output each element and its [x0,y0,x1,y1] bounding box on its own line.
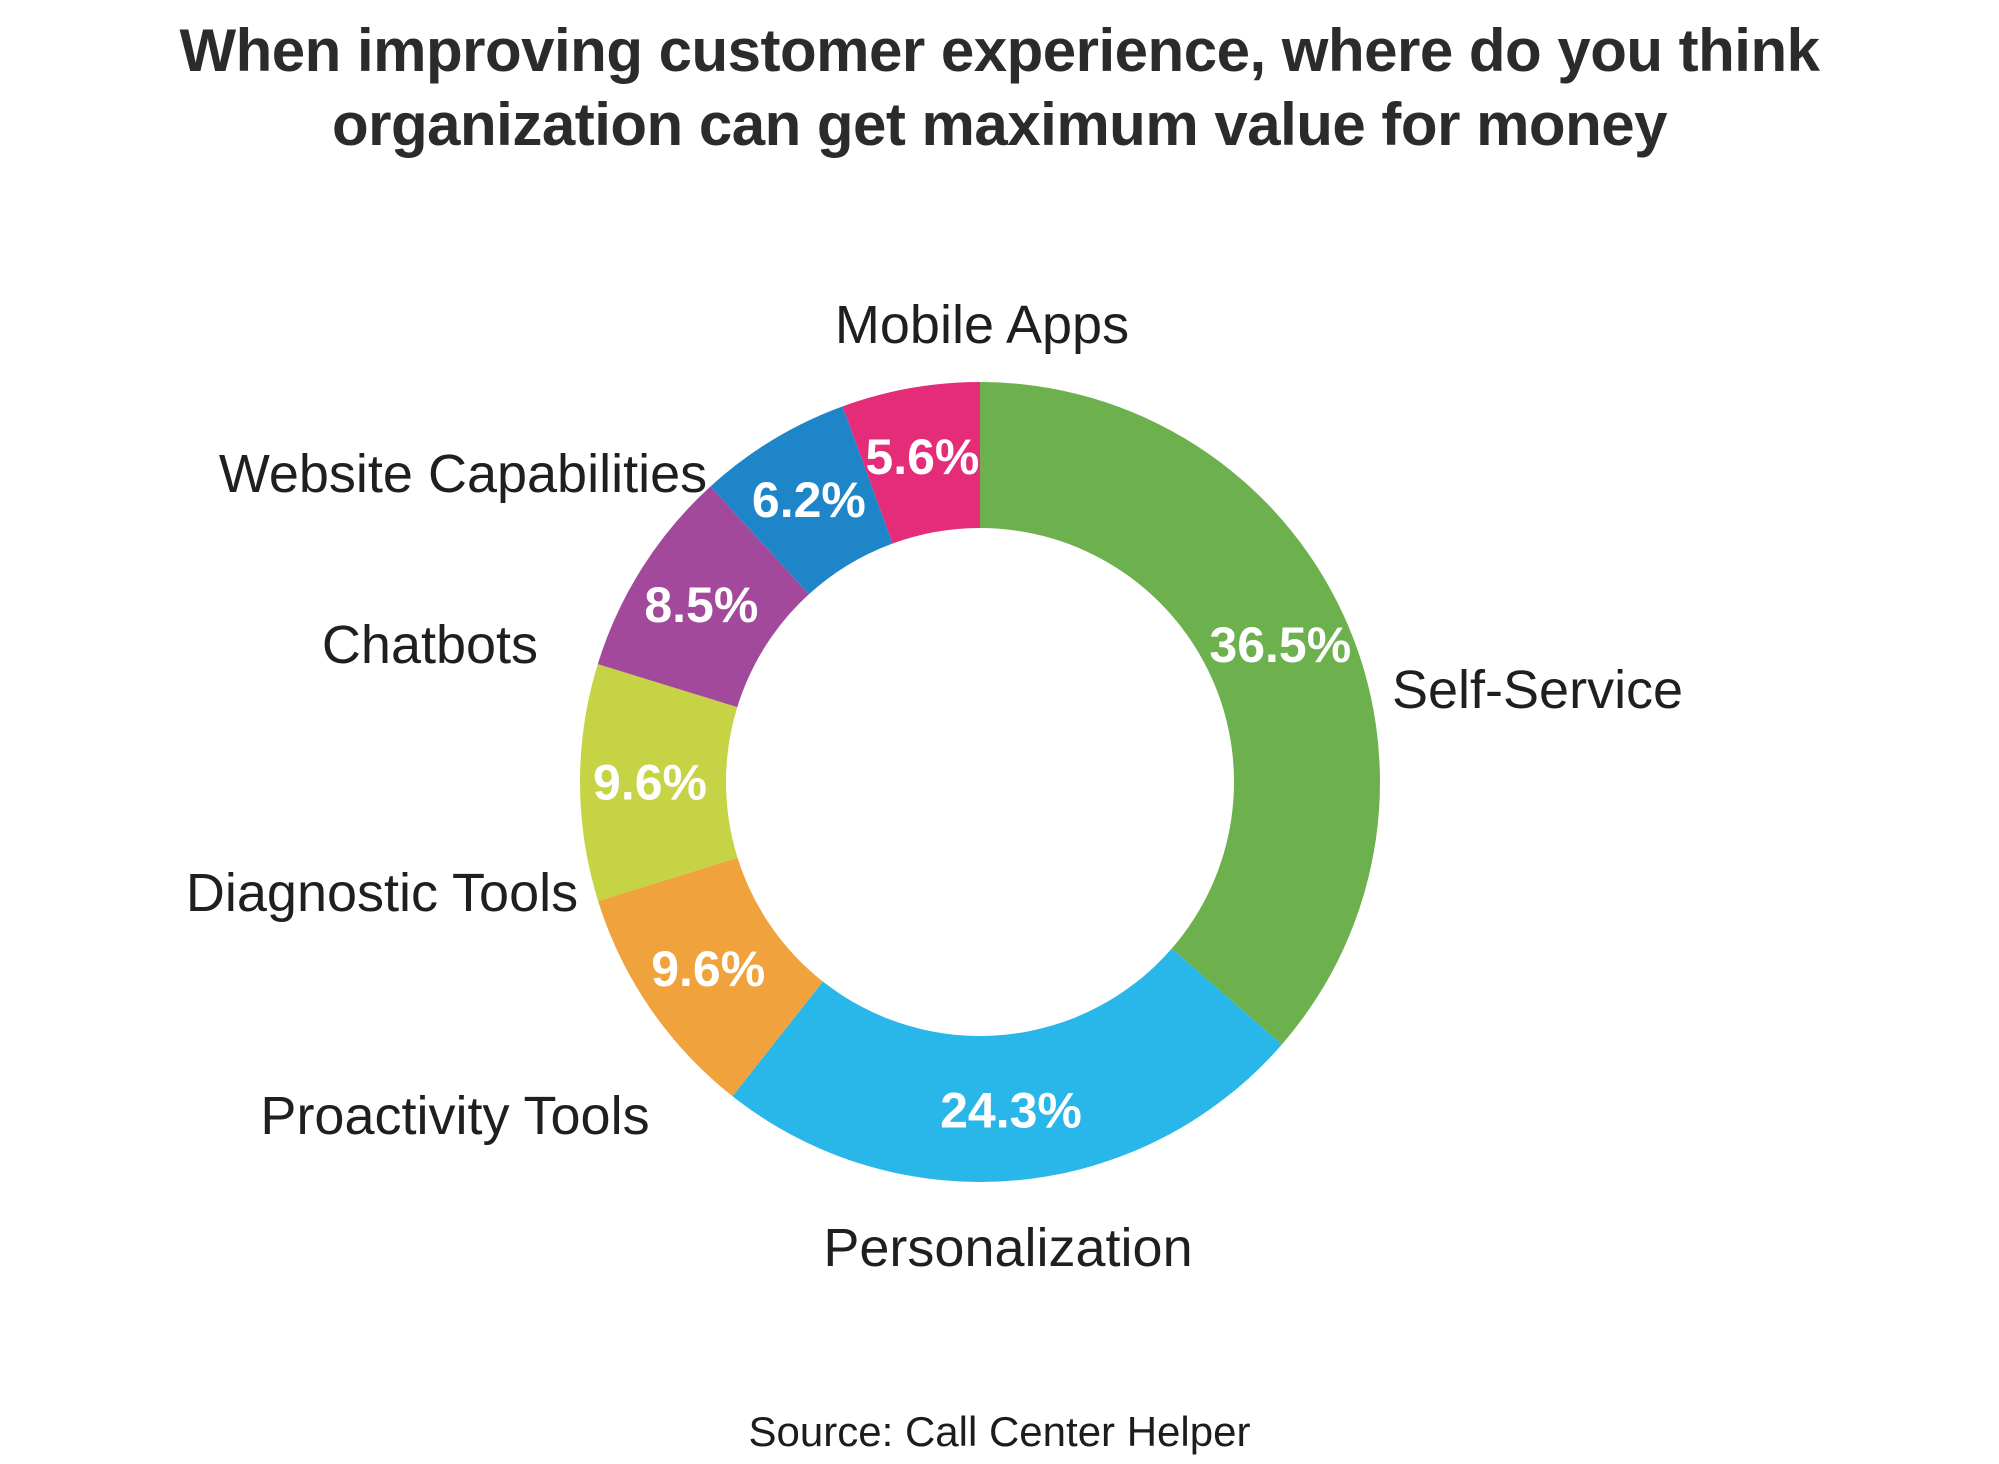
donut-slice-diagnostic-tools [579,664,738,902]
donut-slice-personalization [732,948,1282,1182]
donut-slice-proactivity-tools [598,857,823,1097]
chart-title-line-1: When improving customer experience, wher… [179,17,1821,84]
percent-label-self-service: 36.5% [1209,617,1351,673]
category-label-chatbots: Chatbots [322,615,538,675]
category-label-mobile-apps: Mobile Apps [835,295,1129,355]
percent-label-proactivity-tools: 9.6% [651,941,765,997]
percent-label-chatbots: 8.5% [644,577,758,633]
category-label-website-capabilities: Website Capabilities [219,444,707,504]
percent-label-diagnostic-tools: 9.6% [593,755,707,811]
percent-label-website-capabilities: 6.2% [752,472,866,528]
source-caption: Source: Call Center Helper [748,1408,1251,1455]
category-label-self-service: Self-Service [1392,660,1683,720]
category-label-personalization: Personalization [823,1218,1192,1278]
category-label-diagnostic-tools: Diagnostic Tools [186,863,578,923]
donut-slice-mobile-apps [842,382,980,544]
percent-label-mobile-apps: 5.6% [865,429,979,485]
donut-slice-website-capabilities [710,406,893,595]
donut-slice-chatbots [597,486,809,708]
category-label-proactivity-tools: Proactivity Tools [260,1086,649,1146]
donut-slice-self-service [980,382,1380,1045]
percent-label-personalization: 24.3% [940,1083,1082,1139]
chart-title-line-2: organization can get maximum value for m… [332,91,1667,159]
chart-title: When improving customer experience, wher… [0,14,1999,163]
